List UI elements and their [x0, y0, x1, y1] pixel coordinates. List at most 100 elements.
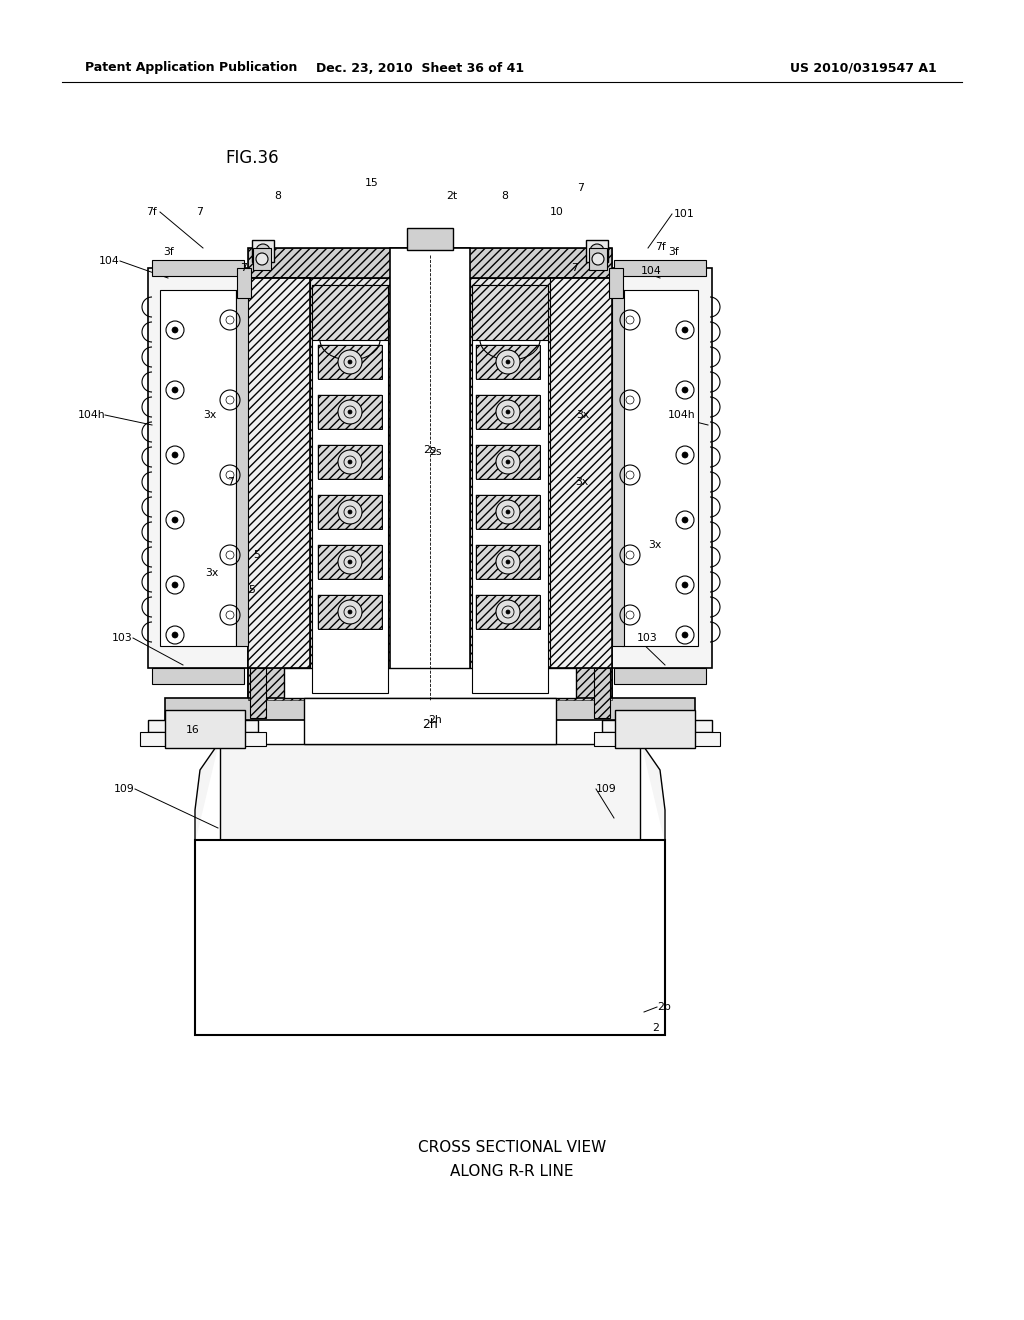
Bar: [476, 495, 540, 529]
Text: 7: 7: [227, 477, 234, 487]
Text: 5: 5: [248, 585, 255, 595]
Bar: [318, 495, 382, 529]
Circle shape: [338, 450, 362, 474]
Text: 7: 7: [241, 263, 248, 273]
Circle shape: [682, 517, 688, 523]
Circle shape: [256, 244, 270, 257]
Bar: [318, 595, 382, 630]
Circle shape: [348, 411, 352, 414]
Bar: [476, 395, 540, 429]
Text: 2b: 2b: [657, 1002, 671, 1012]
Bar: [284, 668, 575, 698]
Bar: [304, 698, 556, 744]
Text: 2t: 2t: [446, 191, 458, 201]
Bar: [237, 268, 251, 298]
Bar: [236, 290, 248, 645]
Circle shape: [592, 253, 604, 265]
Circle shape: [682, 327, 688, 333]
Circle shape: [496, 450, 520, 474]
Bar: [248, 248, 612, 279]
Text: 7: 7: [578, 183, 585, 193]
Circle shape: [338, 350, 362, 374]
Bar: [594, 733, 720, 746]
Text: 7f: 7f: [655, 242, 666, 252]
Bar: [318, 445, 382, 479]
Text: 103: 103: [637, 634, 657, 643]
Bar: [476, 495, 540, 529]
Text: Dec. 23, 2010  Sheet 36 of 41: Dec. 23, 2010 Sheet 36 of 41: [316, 62, 524, 74]
Text: 3x: 3x: [648, 540, 662, 550]
Circle shape: [172, 451, 178, 458]
Bar: [165, 710, 245, 748]
Bar: [318, 345, 382, 379]
Bar: [310, 279, 390, 700]
Circle shape: [506, 510, 510, 513]
Circle shape: [172, 582, 178, 587]
Text: 10: 10: [550, 207, 564, 216]
Text: 2: 2: [652, 1023, 658, 1034]
Text: 16: 16: [186, 725, 200, 735]
Circle shape: [172, 387, 178, 393]
Bar: [476, 395, 540, 429]
Circle shape: [338, 550, 362, 574]
Polygon shape: [642, 744, 665, 840]
Bar: [614, 260, 706, 276]
Bar: [312, 285, 388, 693]
Bar: [476, 345, 540, 379]
Bar: [615, 710, 695, 748]
Text: 3x: 3x: [575, 477, 588, 487]
Bar: [586, 240, 608, 261]
Circle shape: [506, 459, 510, 465]
Text: 3x: 3x: [575, 411, 589, 420]
Bar: [476, 445, 540, 479]
Circle shape: [338, 601, 362, 624]
Bar: [622, 290, 698, 645]
Text: 104: 104: [641, 267, 662, 276]
Bar: [390, 248, 470, 700]
Circle shape: [682, 582, 688, 587]
Bar: [476, 545, 540, 579]
Bar: [476, 545, 540, 579]
Text: FIG.36: FIG.36: [225, 149, 279, 168]
Bar: [594, 668, 610, 718]
Circle shape: [496, 550, 520, 574]
Bar: [476, 345, 540, 379]
Circle shape: [348, 459, 352, 465]
Circle shape: [172, 327, 178, 333]
Text: 3f: 3f: [163, 247, 174, 257]
Bar: [253, 248, 271, 271]
Polygon shape: [195, 744, 218, 840]
Bar: [476, 445, 540, 479]
Bar: [152, 260, 244, 276]
Circle shape: [506, 610, 510, 614]
Text: 7: 7: [571, 263, 579, 273]
Text: CROSS SECTIONAL VIEW: CROSS SECTIONAL VIEW: [418, 1140, 606, 1155]
Text: 3x: 3x: [203, 411, 216, 420]
Text: 7: 7: [197, 207, 204, 216]
Circle shape: [682, 387, 688, 393]
Bar: [602, 719, 712, 733]
Text: 109: 109: [115, 784, 135, 795]
Text: 2s: 2s: [429, 447, 441, 457]
Bar: [318, 395, 382, 429]
Text: 8: 8: [502, 191, 509, 201]
Bar: [248, 248, 612, 279]
Text: US 2010/0319547 A1: US 2010/0319547 A1: [790, 62, 937, 74]
Text: 109: 109: [596, 784, 616, 795]
Circle shape: [348, 510, 352, 513]
Text: 103: 103: [113, 634, 133, 643]
Circle shape: [590, 244, 604, 257]
Text: 104h: 104h: [668, 411, 695, 420]
Circle shape: [338, 400, 362, 424]
Text: 3x: 3x: [205, 568, 218, 578]
Bar: [476, 595, 540, 630]
Text: 2h: 2h: [422, 718, 438, 730]
Bar: [476, 595, 540, 630]
Bar: [318, 395, 382, 429]
Circle shape: [496, 500, 520, 524]
Circle shape: [496, 350, 520, 374]
Bar: [614, 668, 706, 684]
Circle shape: [338, 500, 362, 524]
Bar: [165, 698, 695, 719]
Bar: [220, 744, 640, 842]
